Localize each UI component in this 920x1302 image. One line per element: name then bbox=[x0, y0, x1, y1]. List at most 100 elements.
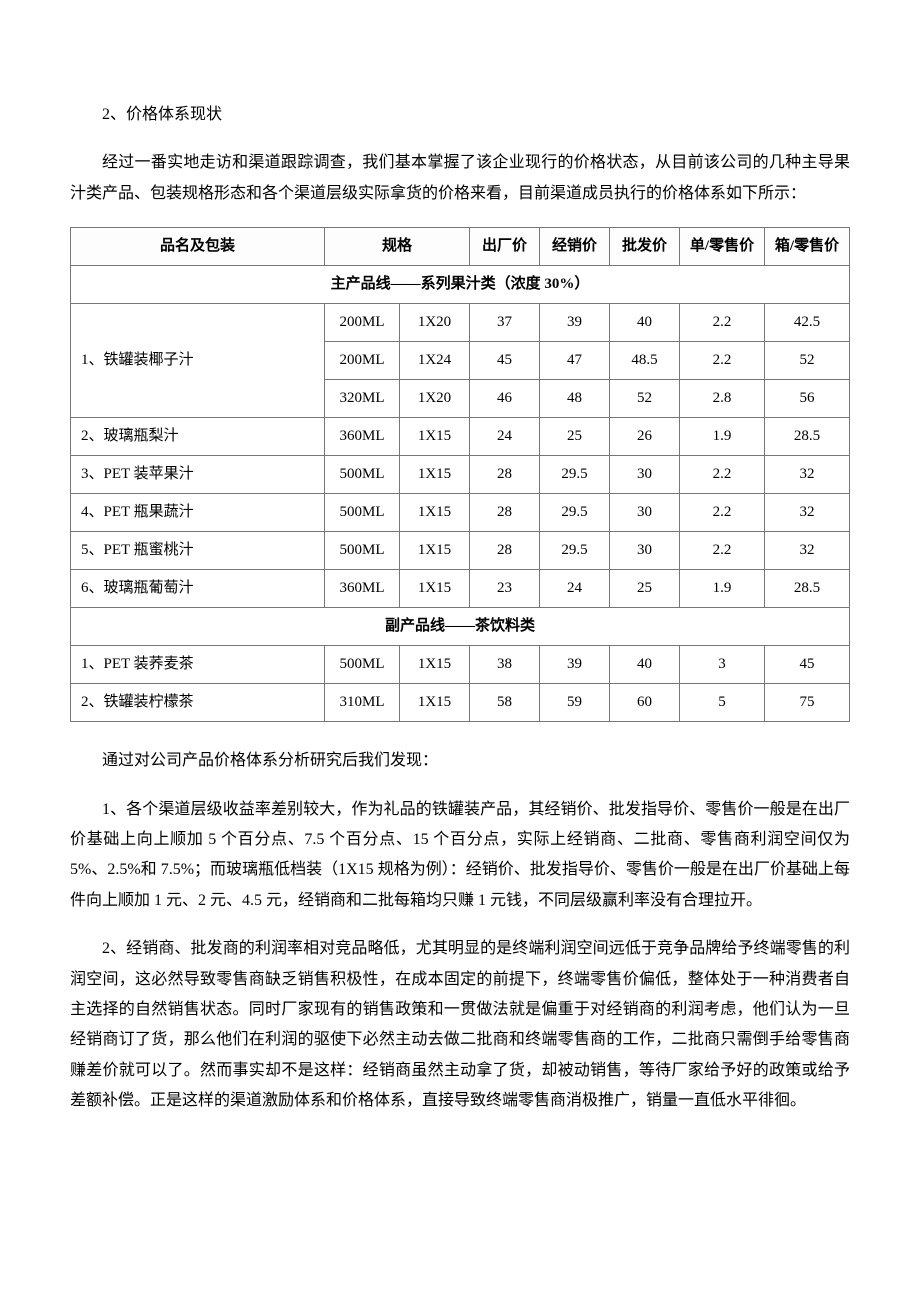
cell-spec: 310ML bbox=[325, 684, 400, 722]
cell-spec: 200ML bbox=[325, 304, 400, 342]
cell-factory: 28 bbox=[470, 532, 540, 570]
table-row: 5、PET 瓶蜜桃汁500ML1X152829.5302.232 bbox=[71, 532, 850, 570]
cell-box: 75 bbox=[765, 684, 850, 722]
col-dist: 经销价 bbox=[540, 228, 610, 266]
cell-dist: 39 bbox=[540, 304, 610, 342]
cell-pack: 1X15 bbox=[400, 646, 470, 684]
cell-box: 56 bbox=[765, 380, 850, 418]
cell-box: 52 bbox=[765, 342, 850, 380]
cell-unit: 1.9 bbox=[680, 418, 765, 456]
cell-box: 32 bbox=[765, 456, 850, 494]
cell-dist: 25 bbox=[540, 418, 610, 456]
cell-name: 2、玻璃瓶梨汁 bbox=[71, 418, 325, 456]
cell-factory: 38 bbox=[470, 646, 540, 684]
cell-whole: 25 bbox=[610, 570, 680, 608]
col-box: 箱/零售价 bbox=[765, 228, 850, 266]
cell-whole: 60 bbox=[610, 684, 680, 722]
cell-name: 6、玻璃瓶葡萄汁 bbox=[71, 570, 325, 608]
cell-whole: 30 bbox=[610, 456, 680, 494]
cell-factory: 28 bbox=[470, 456, 540, 494]
cell-box: 28.5 bbox=[765, 418, 850, 456]
cell-dist: 59 bbox=[540, 684, 610, 722]
finding-2: 2、经销商、批发商的利润率相对竞品略低，尤其明显的是终端利润空间远低于竞争品牌给… bbox=[70, 934, 850, 1116]
cell-dist: 29.5 bbox=[540, 456, 610, 494]
cell-pack: 1X24 bbox=[400, 342, 470, 380]
col-factory: 出厂价 bbox=[470, 228, 540, 266]
price-table: 品名及包装 规格 出厂价 经销价 批发价 单/零售价 箱/零售价 主产品线——系… bbox=[70, 227, 850, 722]
cell-unit: 2.2 bbox=[680, 456, 765, 494]
cell-box: 45 bbox=[765, 646, 850, 684]
cell-spec: 500ML bbox=[325, 646, 400, 684]
cell-unit: 2.2 bbox=[680, 532, 765, 570]
table-row: 1、铁罐装椰子汁200ML1X203739402.242.5 bbox=[71, 304, 850, 342]
cell-pack: 1X15 bbox=[400, 456, 470, 494]
cell-name: 5、PET 瓶蜜桃汁 bbox=[71, 532, 325, 570]
cell-factory: 45 bbox=[470, 342, 540, 380]
section-1-title: 主产品线——系列果汁类（浓度 30%） bbox=[71, 266, 850, 304]
table-row: 3、PET 装苹果汁500ML1X152829.5302.232 bbox=[71, 456, 850, 494]
cell-whole: 26 bbox=[610, 418, 680, 456]
cell-box: 42.5 bbox=[765, 304, 850, 342]
cell-name: 3、PET 装苹果汁 bbox=[71, 456, 325, 494]
col-unit: 单/零售价 bbox=[680, 228, 765, 266]
section-1-header: 主产品线——系列果汁类（浓度 30%） bbox=[71, 266, 850, 304]
cell-pack: 1X20 bbox=[400, 380, 470, 418]
cell-unit: 2.2 bbox=[680, 304, 765, 342]
cell-spec: 500ML bbox=[325, 456, 400, 494]
cell-name: 4、PET 瓶果蔬汁 bbox=[71, 494, 325, 532]
cell-pack: 1X15 bbox=[400, 570, 470, 608]
intro-paragraph: 经过一番实地走访和渠道跟踪调查，我们基本掌握了该企业现行的价格状态，从目前该公司… bbox=[70, 148, 850, 209]
cell-whole: 52 bbox=[610, 380, 680, 418]
cell-factory: 24 bbox=[470, 418, 540, 456]
cell-dist: 29.5 bbox=[540, 532, 610, 570]
analysis-intro: 通过对公司产品价格体系分析研究后我们发现： bbox=[70, 746, 850, 776]
cell-dist: 39 bbox=[540, 646, 610, 684]
cell-unit: 2.8 bbox=[680, 380, 765, 418]
cell-dist: 24 bbox=[540, 570, 610, 608]
cell-factory: 23 bbox=[470, 570, 540, 608]
cell-name: 1、PET 装荞麦茶 bbox=[71, 646, 325, 684]
cell-pack: 1X20 bbox=[400, 304, 470, 342]
cell-box: 28.5 bbox=[765, 570, 850, 608]
table-row: 1、PET 装荞麦茶500ML1X15383940345 bbox=[71, 646, 850, 684]
cell-spec: 360ML bbox=[325, 418, 400, 456]
cell-spec: 500ML bbox=[325, 532, 400, 570]
cell-factory: 58 bbox=[470, 684, 540, 722]
cell-whole: 30 bbox=[610, 532, 680, 570]
cell-whole: 40 bbox=[610, 646, 680, 684]
cell-pack: 1X15 bbox=[400, 684, 470, 722]
cell-name: 1、铁罐装椰子汁 bbox=[71, 304, 325, 418]
cell-factory: 37 bbox=[470, 304, 540, 342]
cell-pack: 1X15 bbox=[400, 418, 470, 456]
table-row: 2、铁罐装柠檬茶310ML1X15585960575 bbox=[71, 684, 850, 722]
table-header-row: 品名及包装 规格 出厂价 经销价 批发价 单/零售价 箱/零售价 bbox=[71, 228, 850, 266]
cell-factory: 46 bbox=[470, 380, 540, 418]
cell-pack: 1X15 bbox=[400, 494, 470, 532]
cell-unit: 3 bbox=[680, 646, 765, 684]
cell-unit: 1.9 bbox=[680, 570, 765, 608]
section-2-header: 副产品线——茶饮料类 bbox=[71, 608, 850, 646]
table-row: 2、玻璃瓶梨汁360ML1X152425261.928.5 bbox=[71, 418, 850, 456]
cell-unit: 5 bbox=[680, 684, 765, 722]
cell-dist: 48 bbox=[540, 380, 610, 418]
cell-box: 32 bbox=[765, 494, 850, 532]
col-name: 品名及包装 bbox=[71, 228, 325, 266]
cell-spec: 320ML bbox=[325, 380, 400, 418]
cell-spec: 360ML bbox=[325, 570, 400, 608]
cell-whole: 48.5 bbox=[610, 342, 680, 380]
col-whole: 批发价 bbox=[610, 228, 680, 266]
finding-1: 1、各个渠道层级收益率差别较大，作为礼品的铁罐装产品，其经销价、批发指导价、零售… bbox=[70, 795, 850, 917]
cell-pack: 1X15 bbox=[400, 532, 470, 570]
cell-whole: 40 bbox=[610, 304, 680, 342]
cell-unit: 2.2 bbox=[680, 494, 765, 532]
cell-whole: 30 bbox=[610, 494, 680, 532]
cell-box: 32 bbox=[765, 532, 850, 570]
cell-name: 2、铁罐装柠檬茶 bbox=[71, 684, 325, 722]
table-row: 4、PET 瓶果蔬汁500ML1X152829.5302.232 bbox=[71, 494, 850, 532]
cell-unit: 2.2 bbox=[680, 342, 765, 380]
cell-spec: 200ML bbox=[325, 342, 400, 380]
cell-factory: 28 bbox=[470, 494, 540, 532]
col-spec: 规格 bbox=[325, 228, 470, 266]
section-2-title: 副产品线——茶饮料类 bbox=[71, 608, 850, 646]
cell-dist: 47 bbox=[540, 342, 610, 380]
